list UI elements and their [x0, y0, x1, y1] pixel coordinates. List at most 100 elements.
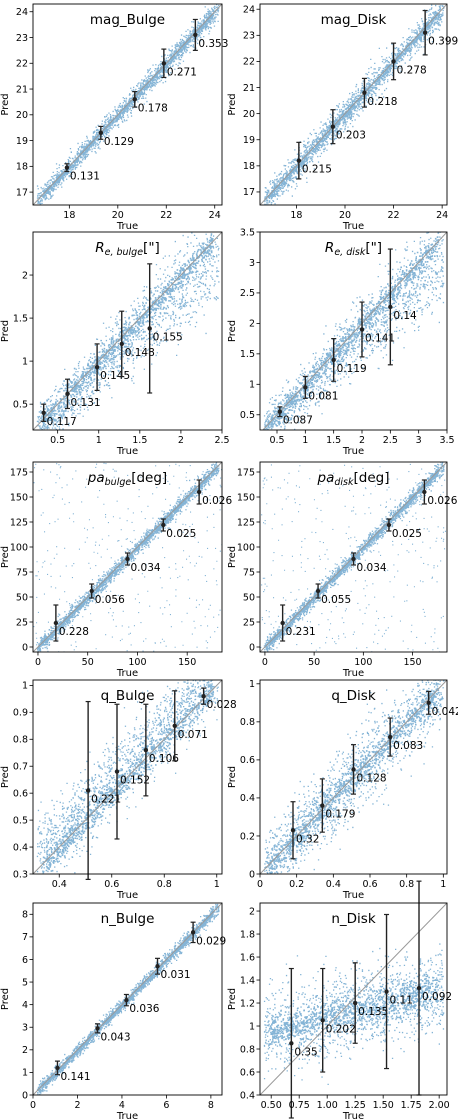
- x-axis-label: True: [342, 1111, 364, 1119]
- error-value-label: 0.11: [390, 995, 413, 1007]
- y-tick-label: 1.4: [240, 975, 255, 986]
- x-tick-label: 0: [262, 657, 268, 668]
- x-axis-label: True: [342, 668, 364, 679]
- errorbar-marker: [320, 803, 325, 808]
- error-value-label: 0.092: [422, 991, 452, 1003]
- error-value-label: 0.228: [59, 626, 89, 638]
- panel-8: 0.141 0.043 0.036 0.031 0.029 0 2 4 6 8 0 1 2 3 4 5 6 7 8 T…: [0, 902, 226, 1119]
- y-tick-label: 75: [243, 567, 255, 578]
- error-value-label: 0.271: [167, 66, 197, 78]
- error-value-label: 0.131: [70, 171, 100, 183]
- y-tick-label: 24: [16, 7, 28, 18]
- x-tick-label: 18: [63, 210, 75, 221]
- y-tick-label: 0: [249, 869, 255, 880]
- y-axis-label: Pred: [227, 766, 238, 788]
- errorbar-marker: [196, 489, 202, 495]
- y-tick-label: 0.8: [13, 735, 28, 746]
- error-value-label: 0.141: [60, 1071, 90, 1083]
- error-value-label: 0.029: [196, 935, 226, 947]
- x-tick-label: 0.4: [52, 879, 67, 890]
- y-tick-label: 1.2: [240, 998, 255, 1009]
- errorbar-marker: [280, 620, 285, 626]
- plot-frame: [32, 679, 223, 875]
- x-axis-label: True: [116, 1111, 138, 1119]
- x-tick-label: 1: [214, 879, 220, 890]
- y-tick-label: 2: [22, 1045, 28, 1056]
- x-tick-label: 1.5: [326, 435, 341, 446]
- errorbar-marker: [147, 326, 152, 331]
- x-tick-label: 24: [436, 210, 448, 221]
- plot-frame: [259, 3, 448, 206]
- x-tick-label: 0: [30, 1100, 36, 1111]
- y-tick-label: 23: [243, 31, 255, 42]
- y-tick-label: 0: [22, 1090, 28, 1101]
- scatter-layer: [33, 4, 222, 205]
- error-value-label: 0.14: [393, 310, 417, 322]
- x-tick-label: 2: [359, 435, 365, 446]
- errorbar-marker: [132, 97, 137, 102]
- y-tick-label: 75: [16, 567, 28, 578]
- y-axis-label: Pred: [0, 988, 11, 1010]
- y-tick-label: 1: [22, 681, 28, 692]
- error-value-label: 0.117: [47, 416, 77, 428]
- y-tick-label: 100: [10, 542, 28, 553]
- x-tick-label: 2.5: [214, 435, 229, 446]
- errorbar-marker: [98, 130, 104, 136]
- identity-line: [260, 4, 447, 205]
- y-axis-label: Pred: [227, 988, 238, 1010]
- panel-title: q_Bulge: [101, 688, 155, 704]
- x-axis-label: True: [116, 221, 138, 232]
- y-tick-label: 7: [22, 932, 28, 943]
- error-value-label: 0.026: [202, 495, 232, 507]
- error-value-label: 0.278: [397, 64, 427, 76]
- y-tick-label: 6: [22, 955, 28, 966]
- x-axis-label: True: [116, 446, 138, 457]
- y-tick-label: 175: [10, 467, 28, 478]
- y-axis-label: Pred: [0, 320, 11, 342]
- y-tick-label: 0.5: [240, 410, 255, 421]
- error-value-label: 0.203: [336, 130, 366, 142]
- x-tick-label: 2.00: [429, 1100, 450, 1111]
- error-value-label: 0.35: [294, 1046, 317, 1058]
- error-value-label: 0.087: [283, 415, 313, 427]
- x-tick-label: 100: [354, 657, 372, 668]
- panel-2: 0.117 0.131 0.145 0.148 0.155 0.5 1 1.5 2 2.5 0.5 1…: [0, 231, 230, 457]
- y-tick-label: 0.7: [13, 762, 28, 773]
- x-tick-label: 4: [119, 1100, 125, 1111]
- scatter-layer: [33, 232, 222, 430]
- x-tick-label: 24: [209, 210, 221, 221]
- y-tick-label: 0.5: [13, 815, 28, 826]
- y-tick-label: 50: [16, 592, 28, 603]
- errorbar-marker: [289, 1041, 294, 1046]
- plot-frame: [32, 231, 223, 431]
- scatter-layer: [33, 680, 222, 874]
- y-tick-label: 19: [16, 136, 28, 147]
- error-value-label: 0.042: [432, 706, 458, 718]
- y-tick-label: 0: [249, 642, 255, 653]
- errorbar-marker: [277, 409, 283, 414]
- panel-title: pabulge[deg]: [87, 470, 167, 488]
- y-tick-label: 1: [249, 679, 255, 690]
- panel-title: mag_Disk: [321, 12, 387, 28]
- x-tick-label: 2: [74, 1100, 80, 1111]
- panel-7: 0.32 0.179 0.128 0.083 0.042 0 0.2 0.4 0.6 0.8 1 0 0…: [227, 679, 458, 901]
- panel-5: 0.231 0.055 0.034 0.025 0.026 0 50 100 150 0 25 50 7…: [227, 461, 458, 679]
- panel-0: 0.131 0.129 0.178 0.271 0.353 18 20 22 24 17 18 19 2…: [0, 3, 228, 232]
- error-value-label: 0.399: [428, 36, 458, 48]
- error-value-label: 0.071: [178, 729, 208, 741]
- plot-frame: [32, 902, 223, 1096]
- y-tick-label: 22: [243, 57, 255, 68]
- plot-frame: [32, 461, 223, 653]
- errorbar-marker: [53, 620, 59, 626]
- errorbar-marker: [55, 1065, 60, 1071]
- error-value-label: 0.026: [427, 495, 457, 507]
- x-tick-label: 22: [388, 210, 400, 221]
- scatter-points: [263, 943, 445, 1085]
- x-tick-label: 50: [82, 657, 94, 668]
- x-tick-label: 1.5: [132, 435, 147, 446]
- y-axis-label: Pred: [0, 93, 11, 115]
- error-value-label: 0.043: [100, 1031, 130, 1043]
- error-value-label: 0.135: [358, 1006, 388, 1018]
